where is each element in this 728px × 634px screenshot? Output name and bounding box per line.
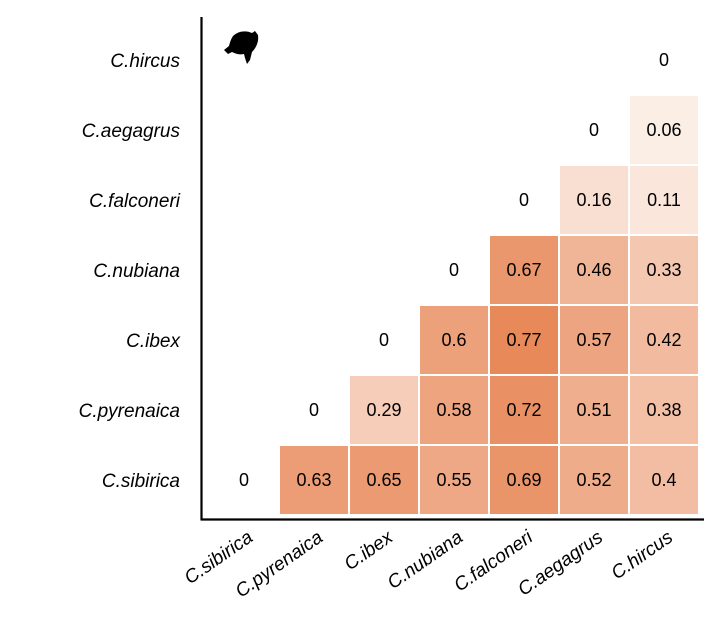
heatmap-value-label: 0.67	[506, 260, 541, 280]
heatmap-cell	[630, 166, 698, 234]
heatmap-value-label: 0.58	[436, 400, 471, 420]
y-tick-label: C.sibirica	[102, 471, 180, 492]
heatmap-value-label: 0.33	[646, 260, 681, 280]
heatmap-value-label: 0	[239, 470, 249, 490]
y-tick-label: C.falconeri	[89, 191, 181, 212]
heatmap-cell	[630, 446, 698, 514]
heatmap-cell	[560, 376, 628, 444]
goat-head-silhouette-icon	[224, 31, 259, 64]
heatmap-cell	[630, 376, 698, 444]
heatmap-cell	[420, 446, 488, 514]
heatmap-cell	[280, 446, 348, 514]
y-tick-label: C.ibex	[126, 331, 181, 352]
heatmap-cell	[420, 306, 488, 374]
heatmap-cells	[280, 96, 698, 514]
heatmap-value-label: 0.72	[506, 400, 541, 420]
heatmap-cell	[490, 236, 558, 304]
heatmap-value-label: 0.65	[366, 470, 401, 490]
heatmap-cell	[630, 306, 698, 374]
heatmap-value-label: 0	[519, 190, 529, 210]
heatmap-value-label: 0.46	[576, 260, 611, 280]
heatmap-cell	[420, 376, 488, 444]
heatmap-cell	[490, 306, 558, 374]
heatmap-value-label: 0.55	[436, 470, 471, 490]
heatmap-cell	[560, 236, 628, 304]
y-tick-label: C.nubiana	[93, 261, 180, 282]
heatmap-cell	[560, 166, 628, 234]
y-tick-label: C.hircus	[110, 51, 180, 72]
y-tick-label: C.pyrenaica	[79, 401, 180, 422]
heatmap-cell	[350, 376, 418, 444]
heatmap-cell	[630, 236, 698, 304]
y-tick-label: C.aegagrus	[82, 121, 181, 142]
y-axis-labels: C.hircus C.aegagrus C.falconeri C.nubiana C.…	[79, 51, 182, 492]
heatmap-value-label: 0.6	[441, 330, 466, 350]
heatmap-value-label: 0.29	[366, 400, 401, 420]
heatmap-value-label: 0	[379, 330, 389, 350]
heatmap-value-label: 0	[589, 120, 599, 140]
x-tick-label: C.hircus	[608, 527, 678, 584]
heatmap-value-label: 0.77	[506, 330, 541, 350]
heatmap-cell	[560, 446, 628, 514]
heatmap-cell	[490, 446, 558, 514]
heatmap-value-label: 0.57	[576, 330, 611, 350]
x-tick-label: C.ibex	[341, 526, 398, 575]
heatmap-value-label: 0.11	[647, 190, 681, 210]
heatmap-cell	[630, 96, 698, 164]
heatmap-cell	[350, 446, 418, 514]
heatmap-value-label: 0.42	[646, 330, 681, 350]
heatmap-value-label: 0.16	[576, 190, 611, 210]
heatmap-value-label: 0	[449, 260, 459, 280]
heatmap-value-label: 0.69	[506, 470, 541, 490]
heatmap-value-label: 0.63	[296, 470, 331, 490]
heatmap-value-label: 0.52	[576, 470, 611, 490]
heatmap-value-label: 0.06	[646, 120, 681, 140]
heatmap-value-label: 0.51	[576, 400, 611, 420]
heatmap-value-label: 0	[659, 50, 669, 70]
heatmap-cell	[490, 376, 558, 444]
heatmap-value-label: 0.4	[651, 470, 676, 490]
heatmap-cell	[560, 306, 628, 374]
heatmap-value-label: 0.38	[646, 400, 681, 420]
heatmap-value-label: 0	[309, 400, 319, 420]
heatmap-value-labels: 0 0 0.06 0 0.16 0.11 0 0.67 0.46 0.33 0 0.6 0.77 0.57…	[239, 50, 682, 490]
